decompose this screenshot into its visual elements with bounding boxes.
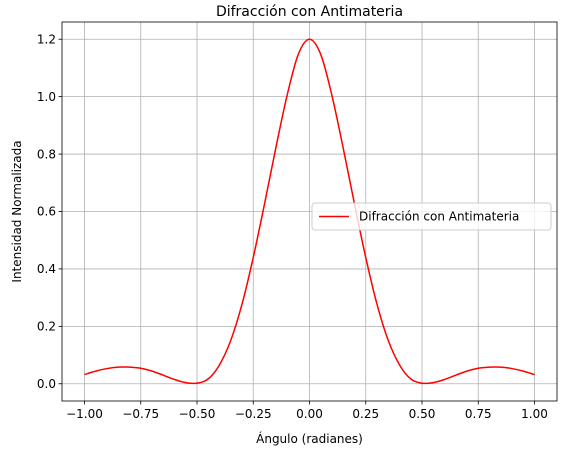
y-tick-label: 0.0: [37, 377, 56, 391]
x-tick-label: 0.25: [352, 407, 379, 421]
legend-box: [311, 202, 552, 231]
chart-title: Difracción con Antimateria: [216, 4, 403, 20]
y-tick-label: 1.2: [37, 32, 56, 46]
x-tick-label: −0.25: [235, 407, 272, 421]
y-tick-label: 0.4: [37, 262, 56, 276]
series-layer: [84, 38, 535, 385]
x-tick-label: −1.00: [66, 407, 103, 421]
x-tick-label: −0.75: [122, 407, 159, 421]
y-tick-label: 0.2: [37, 320, 56, 334]
x-axis-label: Ángulo (radianes): [256, 431, 363, 446]
y-tick-label: 0.8: [37, 147, 56, 161]
x-tick-label: −0.50: [179, 407, 216, 421]
x-axis-ticks: −1.00 −0.75 −0.50 −0.25 0.00 0.25 0.50 0.75 1.00: [66, 401, 548, 421]
legend-entry-label: Difracción con Antimateria: [359, 210, 519, 224]
y-axis-label: Intensidad Normalizada: [10, 140, 24, 282]
x-tick-label: 0.50: [409, 407, 436, 421]
y-axis-ticks: 0.0 0.2 0.4 0.6 0.8 1.0 1.2: [37, 32, 62, 391]
x-tick-label: 0.00: [296, 407, 323, 421]
x-tick-label: 1.00: [521, 407, 548, 421]
y-tick-label: 0.6: [37, 205, 56, 219]
y-tick-label: 1.0: [37, 90, 56, 104]
x-tick-label: 0.75: [465, 407, 492, 421]
series-line: [84, 38, 535, 385]
legend: Difracción con Antimateria: [311, 202, 552, 231]
